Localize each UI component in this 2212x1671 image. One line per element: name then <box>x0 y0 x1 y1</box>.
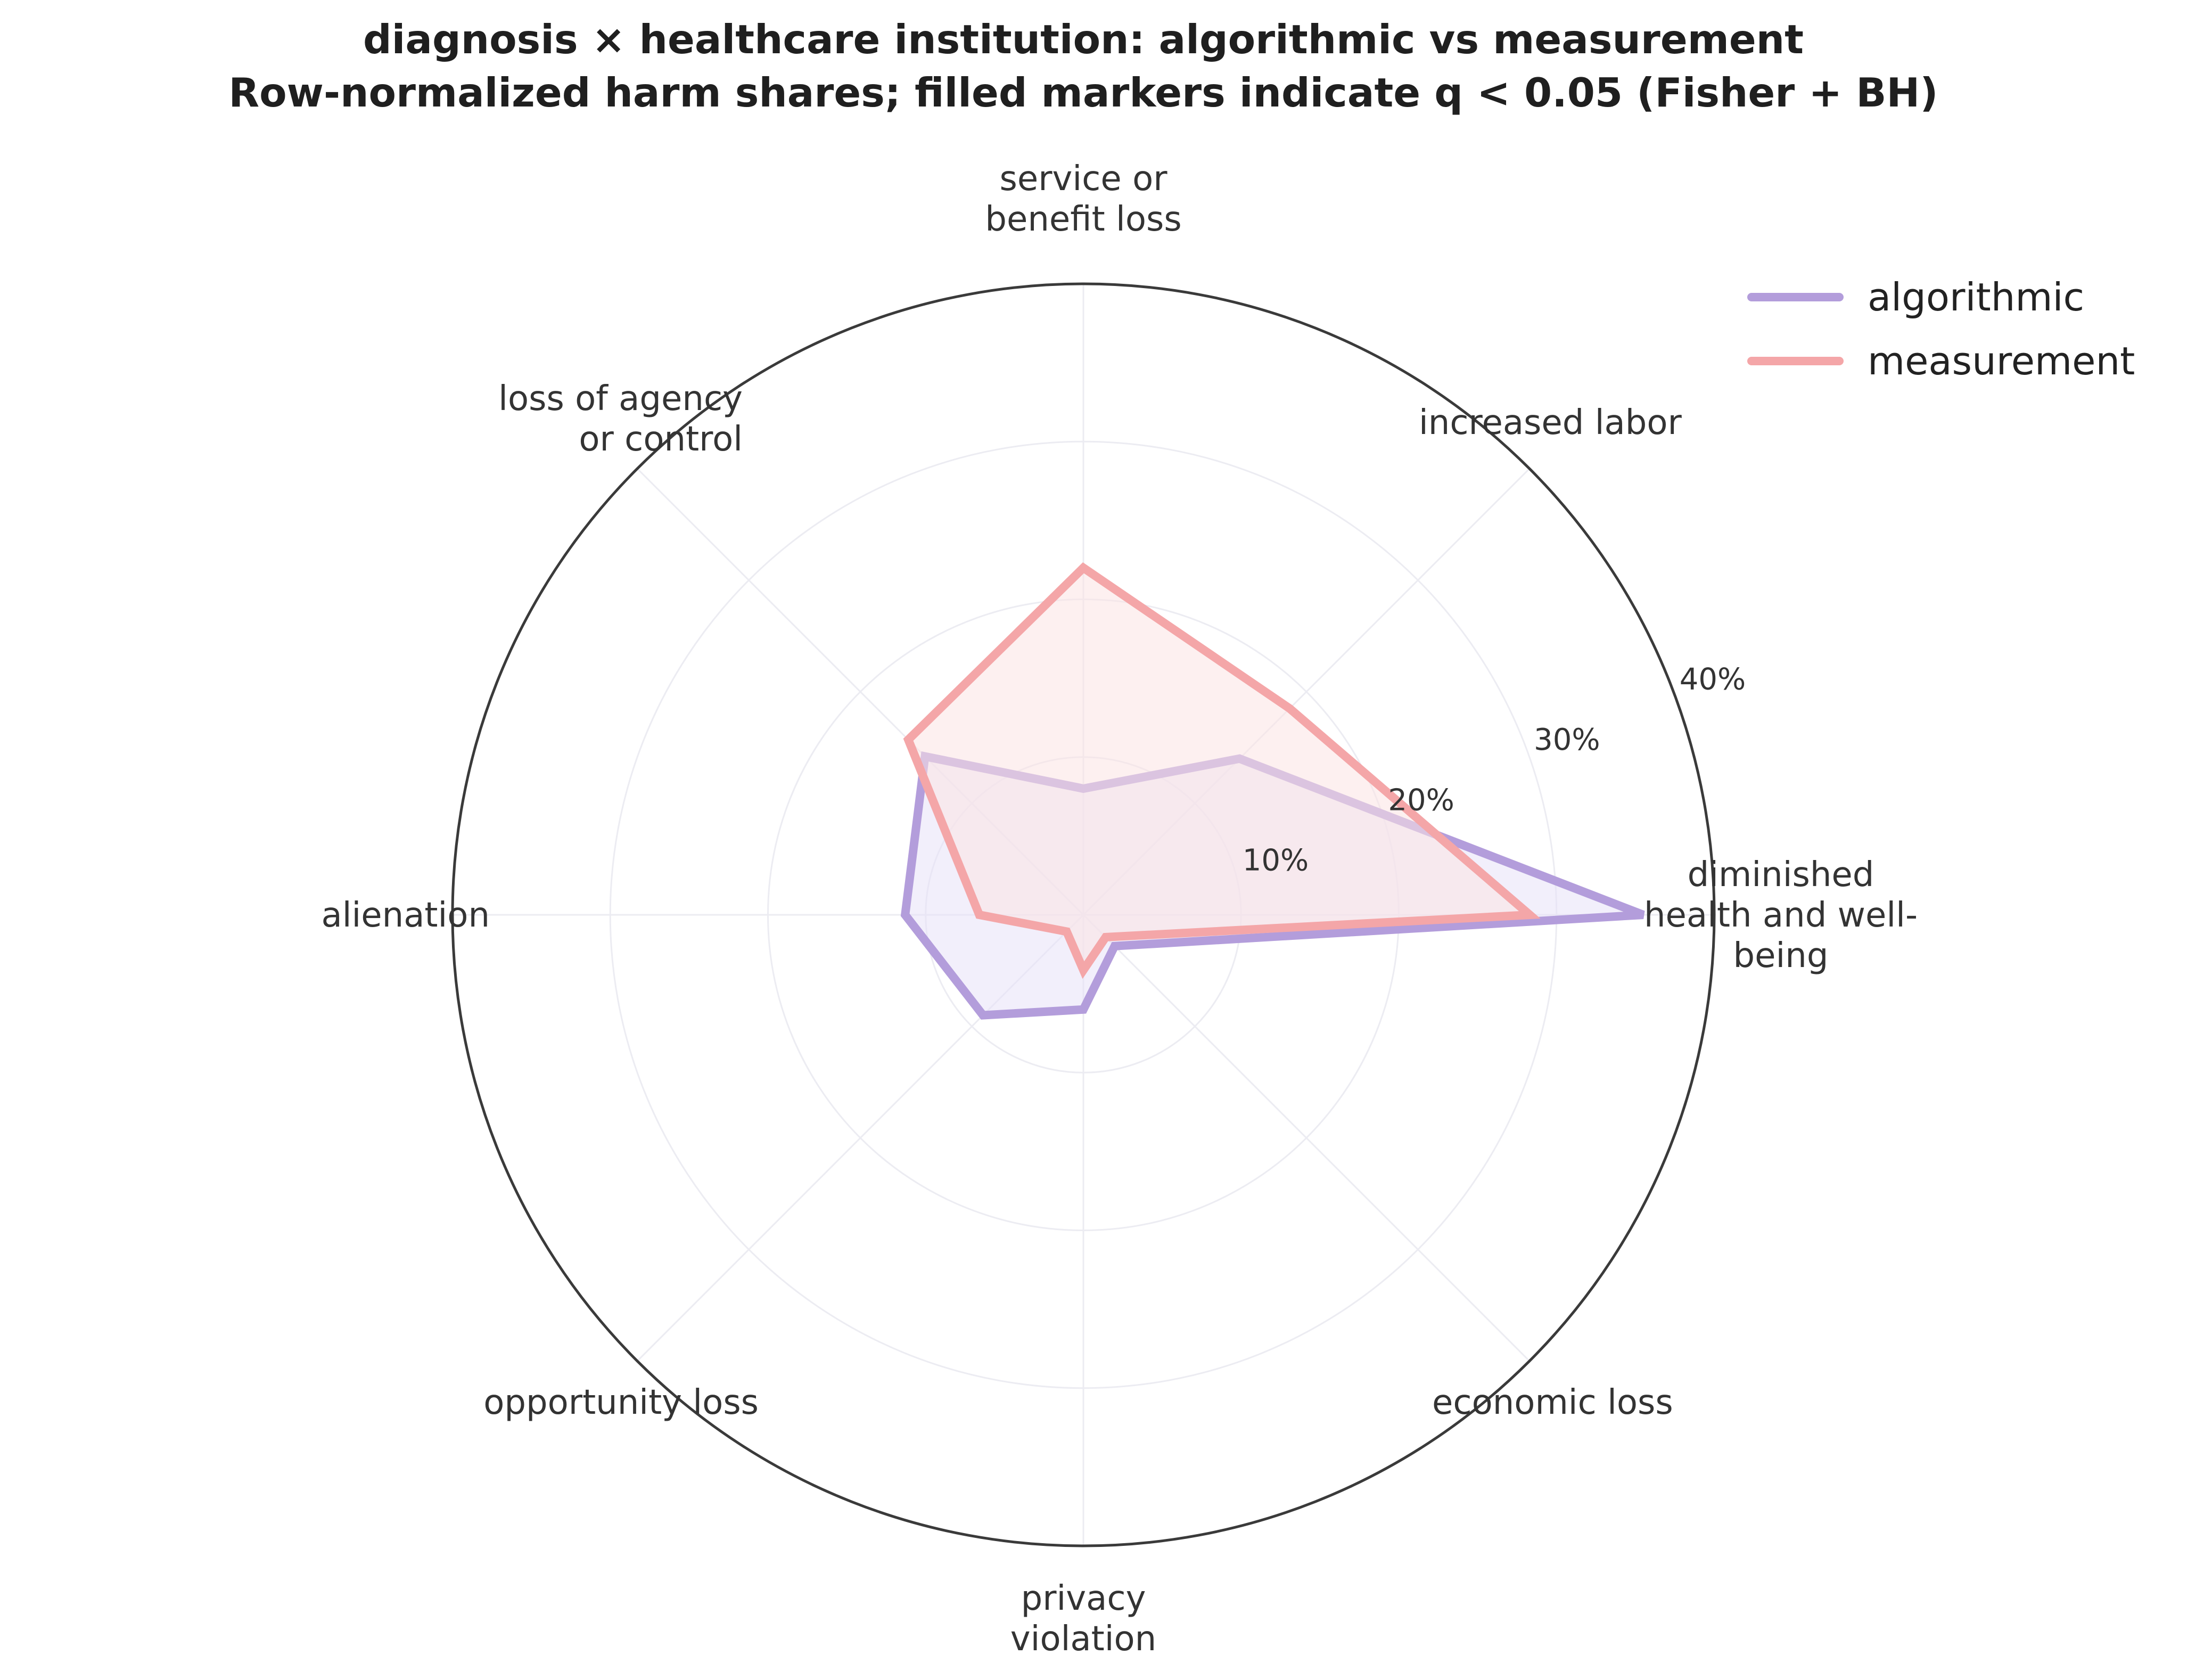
category-label-line: or control <box>579 420 743 459</box>
point-measurement-1 <box>1289 708 1290 709</box>
chart-title: diagnosis × healthcare institution: algo… <box>228 16 1938 116</box>
point-measurement-6 <box>1083 970 1084 971</box>
category-label-line: diminished <box>1688 855 1874 895</box>
r-tick-label-20: 20% <box>1388 783 1454 817</box>
point-measurement-0 <box>1529 914 1530 915</box>
category-label-line: opportunity loss <box>483 1383 759 1422</box>
legend: algorithmic measurement <box>1747 275 2135 383</box>
category-label-privacy-violation: privacy violation <box>1010 1579 1156 1659</box>
chart-title-line-2: Row-normalized harm shares; filled marke… <box>228 69 1938 116</box>
category-label-line: privacy <box>1021 1579 1146 1618</box>
category-label-line: service or <box>999 159 1167 199</box>
category-labels: diminished health and well-being increased… <box>321 159 1918 1659</box>
point-measurement-2 <box>1083 567 1084 568</box>
r-tick-label-10: 10% <box>1243 843 1309 878</box>
r-tick-label-30: 30% <box>1534 723 1600 757</box>
category-label-loss-of-agency-or-control: loss of agency or control <box>498 379 743 459</box>
category-label-line: health and well- <box>1644 896 1918 935</box>
point-algorithmic-6 <box>1083 1009 1084 1010</box>
category-label-alienation: alienation <box>321 896 490 935</box>
outer-ring <box>451 282 1716 1547</box>
category-label-line: alienation <box>321 896 490 935</box>
point-algorithmic-7 <box>1114 946 1115 947</box>
series-line-measurement <box>903 562 1541 979</box>
radial-tick-labels: 10% 20% 30% 40% <box>1243 662 1746 878</box>
point-measurement-5 <box>1066 931 1067 932</box>
point-algorithmic-5 <box>982 1015 983 1016</box>
category-label-line: increased labor <box>1419 403 1682 443</box>
legend-label-measurement: measurement <box>1868 339 2135 383</box>
category-label-line: violation <box>1010 1619 1156 1659</box>
radar-series <box>900 562 1645 1020</box>
category-label-diminished-health-and-well-being: diminished health and well-being <box>1644 855 1918 976</box>
point-measurement-7 <box>1105 937 1106 938</box>
point-measurement-4 <box>978 914 980 915</box>
category-label-line: economic loss <box>1432 1383 1673 1422</box>
point-algorithmic-4 <box>904 914 906 915</box>
series-fill-measurement <box>908 568 1530 970</box>
legend-label-algorithmic: algorithmic <box>1868 275 2084 320</box>
category-label-line: benefit loss <box>985 200 1181 239</box>
r-tick-label-40: 40% <box>1680 662 1746 697</box>
category-label-increased-labor: increased labor <box>1419 403 1682 443</box>
category-label-line: being <box>1733 936 1829 976</box>
category-label-service-or-benefit-loss: service or benefit loss <box>985 159 1181 239</box>
point-measurement-3 <box>908 739 909 740</box>
category-label-opportunity-loss: opportunity loss <box>483 1383 759 1422</box>
category-label-economic-loss: economic loss <box>1432 1383 1673 1422</box>
chart-title-line-1: diagnosis × healthcare institution: algo… <box>363 16 1804 63</box>
category-label-line: loss of agency <box>498 379 743 419</box>
